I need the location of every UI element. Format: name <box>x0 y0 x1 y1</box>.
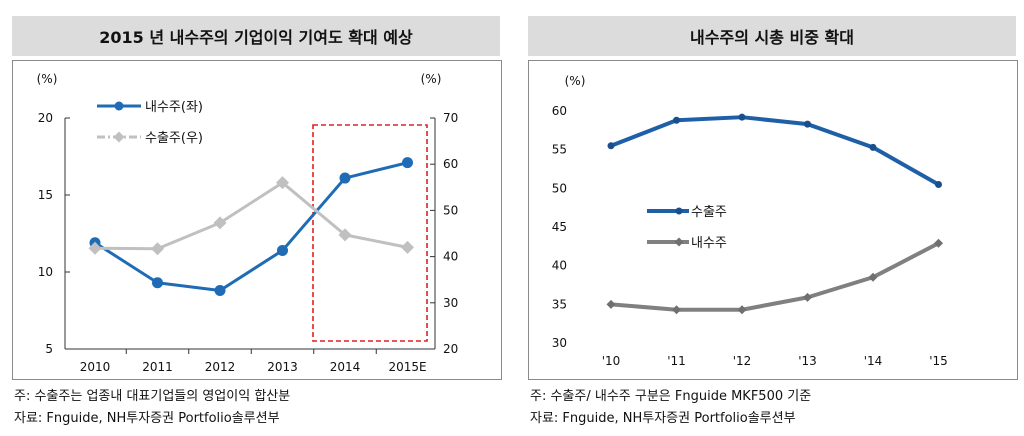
series-line-0 <box>610 115 940 187</box>
series-point-0 <box>152 277 163 289</box>
series-point-1 <box>338 228 352 242</box>
y-tick-label: 30 <box>552 336 567 350</box>
y-unit-label: (%) <box>565 74 586 88</box>
right-line-chart: (%) 30 35 40 45 50 55 60 '10 '11 '12 '13 '14 '15 수출주내수… <box>552 74 948 368</box>
y-right-tick-label: 30 <box>443 296 458 310</box>
legend-marker-0 <box>114 101 124 111</box>
y-right-tick-label: 40 <box>443 250 458 264</box>
x-tick-label: 2010 <box>80 360 111 374</box>
series-point-0 <box>339 172 351 184</box>
y-tick-label: 35 <box>552 297 567 311</box>
series-point-0 <box>738 113 746 121</box>
legend-label-0: 내수주(좌) <box>145 100 203 115</box>
y-tick-label: 55 <box>552 143 567 157</box>
y-left-tick-label: 5 <box>45 342 53 356</box>
series-point-1 <box>672 305 681 315</box>
y-right-tick-label: 50 <box>443 203 458 217</box>
series-point-1 <box>213 216 227 230</box>
x-tick-label: '10 <box>602 354 621 368</box>
series-point-0 <box>402 157 413 169</box>
y-left-tick-label: 20 <box>38 111 53 125</box>
left-source: 자료: Fnguide, NH투자증권 Portfolio솔루션부 <box>14 411 280 426</box>
left-chart-title: 2015 년 내수주의 기업이익 기여도 확대 예상 <box>12 16 500 56</box>
series-point-1 <box>276 176 289 190</box>
x-tick-label: '14 <box>864 354 883 368</box>
series-point-1 <box>934 238 943 248</box>
y-tick-label: 45 <box>552 220 567 234</box>
x-tick-label: '12 <box>733 354 752 368</box>
series-line-0 <box>94 161 408 292</box>
x-tick-label: 2015E <box>388 360 426 374</box>
series-point-0 <box>277 244 288 256</box>
series-line-1 <box>610 241 940 312</box>
legend-label-1: 수출주(우) <box>145 131 203 146</box>
y-left-tick-label: 15 <box>38 188 53 202</box>
legend-marker-1 <box>113 131 125 143</box>
left-chart-frame: 5 10 15 20 20 30 40 50 60 70 2010 2011 2012 2013 2014 2… <box>12 60 502 380</box>
x-tick-label: '11 <box>667 354 686 368</box>
series-point-1 <box>868 272 878 282</box>
y-right-tick-label: 60 <box>443 157 458 171</box>
y-right-tick-label: 20 <box>443 342 458 356</box>
x-tick-label: 2013 <box>267 360 298 374</box>
legend-marker-1 <box>674 237 684 247</box>
legend-label-0: 수출주 <box>691 205 727 220</box>
right-chart-title: 내수주의 시총 비중 확대 <box>528 16 1016 56</box>
series-point-1 <box>401 240 414 254</box>
series-point-1 <box>803 292 812 302</box>
left-note: 주: 수출주는 업종내 대표기업들의 영업이익 합산분 <box>14 389 291 404</box>
legend-label-1: 내수주 <box>691 236 727 251</box>
series-point-1 <box>737 305 747 315</box>
x-tick-label: 2011 <box>142 360 173 374</box>
series-point-0 <box>869 143 877 151</box>
series-point-0 <box>673 116 680 124</box>
y-tick-label: 40 <box>552 259 567 273</box>
left-line-chart: 5 10 15 20 20 30 40 50 60 70 2010 2011 2012 2013 2014 2… <box>37 72 459 374</box>
right-source: 자료: Fnguide, NH투자증권 Portfolio솔루션부 <box>530 411 796 426</box>
series-point-0 <box>804 120 811 128</box>
series-line-1 <box>94 181 408 251</box>
legend-marker-0 <box>675 207 683 215</box>
series-point-1 <box>151 242 164 256</box>
series-point-0 <box>214 284 226 296</box>
y-left-tick-label: 10 <box>38 265 53 279</box>
x-tick-label: '13 <box>798 354 817 368</box>
y-right-tick-label: 70 <box>443 111 458 125</box>
y-left-unit-label: (%) <box>37 72 58 86</box>
y-tick-label: 60 <box>552 104 567 118</box>
x-tick-label: 2012 <box>205 360 236 374</box>
y-tick-label: 50 <box>552 181 567 195</box>
series-point-0 <box>607 142 615 150</box>
y-right-unit-label: (%) <box>421 72 442 86</box>
series-point-1 <box>88 241 102 255</box>
series-point-0 <box>935 180 942 188</box>
x-tick-label: '15 <box>929 354 948 368</box>
right-note: 주: 수출주/ 내수주 구분은 Fnguide MKF500 기준 <box>530 389 812 404</box>
series-point-1 <box>606 299 616 309</box>
x-tick-label: 2014 <box>330 360 361 374</box>
highlight-box <box>312 124 428 342</box>
